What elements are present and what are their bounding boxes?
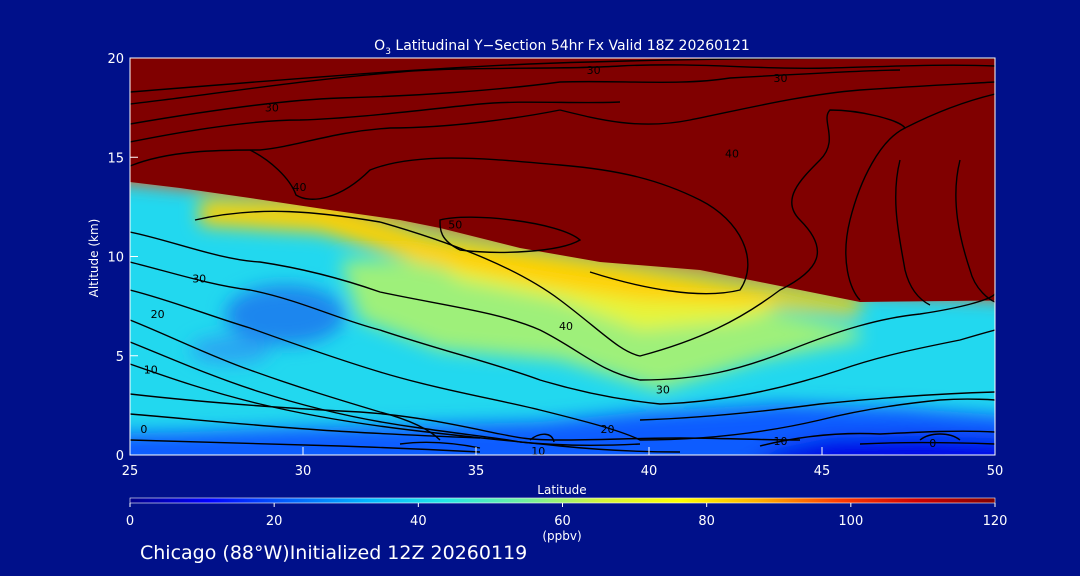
ozone-field: 0 10 20 30 40 50 30 30 30 40 40 30 20 10 10 0 <box>130 58 995 458</box>
chart-title: O3 Latitudinal Y−Section 54hr Fx Valid 1… <box>374 38 750 57</box>
contour-label: 40 <box>559 320 573 333</box>
x-tick-label: 25 <box>122 464 139 479</box>
contour-label: 30 <box>587 64 601 77</box>
colorbar-tick-label: 80 <box>698 514 715 529</box>
contour-labels: 0 10 20 30 40 50 30 30 30 40 40 30 20 10 10 0 <box>140 64 936 458</box>
x-tick-label: 50 <box>987 464 1004 479</box>
x-axis-label: Latitude <box>537 483 586 497</box>
y-tick-label: 10 <box>107 251 124 266</box>
x-axis-ticks: 25 30 35 40 45 50 <box>122 447 1004 479</box>
y-tick-label: 0 <box>116 449 124 464</box>
contour-lines <box>130 58 995 453</box>
x-tick-label: 30 <box>295 464 312 479</box>
contour-label: 30 <box>656 383 670 396</box>
contour-label: 10 <box>144 364 158 377</box>
contour-label: 50 <box>448 219 462 232</box>
y-tick-label: 5 <box>116 350 124 365</box>
colorbar-tick-label: 40 <box>410 514 427 529</box>
contour-label: 30 <box>773 72 787 85</box>
colorbar-tick-label: 120 <box>983 514 1008 529</box>
footer-caption: Chicago (88°W)Initialized 12Z 20260119 <box>140 542 528 564</box>
y-axis-ticks: 0 5 10 15 20 <box>107 52 138 464</box>
colorbar-tick-label: 100 <box>838 514 863 529</box>
x-tick-label: 40 <box>641 464 658 479</box>
y-tick-label: 20 <box>107 52 124 67</box>
colorbar-tick-label: 0 <box>126 514 134 529</box>
colorbar-ticks: 0 20 40 60 80 100 120 <box>126 503 1008 529</box>
chart-title-subscript: 3 <box>385 47 391 57</box>
y-tick-label: 15 <box>107 151 124 166</box>
contour-label: 10 <box>531 445 545 458</box>
colorbar-tick-label: 60 <box>554 514 571 529</box>
contour-label: 30 <box>192 272 206 285</box>
contour-label: 0 <box>929 437 936 450</box>
chart-title-suffix: Latitudinal Y−Section 54hr Fx Valid 18Z … <box>391 38 750 54</box>
y-axis-label: Altitude (km) <box>87 219 101 298</box>
contour-label: 40 <box>725 147 739 160</box>
contour-label: 20 <box>151 308 165 321</box>
x-tick-label: 45 <box>814 464 831 479</box>
contour-label: 20 <box>600 423 614 436</box>
colorbar <box>129 497 996 504</box>
contour-label: 10 <box>773 435 787 448</box>
colorbar-unit: (ppbv) <box>542 529 581 543</box>
contour-label: 40 <box>293 181 307 194</box>
chart-title-prefix: O <box>374 38 385 54</box>
colorbar-tick-label: 20 <box>266 514 283 529</box>
contour-label: 30 <box>265 102 279 115</box>
contour-label: 0 <box>140 423 147 436</box>
x-tick-label: 35 <box>468 464 485 479</box>
